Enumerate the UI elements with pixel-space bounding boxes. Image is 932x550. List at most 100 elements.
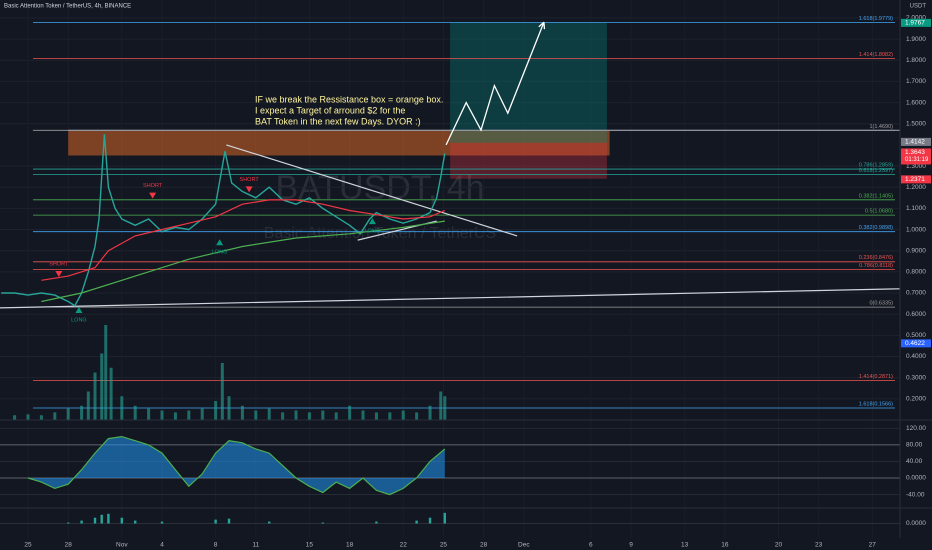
x-tick-label: Nov: [116, 542, 128, 549]
fib-label: 0.618(1.2597): [859, 168, 893, 174]
macd-bar: [120, 517, 124, 524]
y-tick-label: 1.8000: [906, 57, 926, 64]
y-tick-label: 1.0000: [906, 226, 926, 233]
price-tag-label: 1.3643: [905, 149, 925, 156]
price-tag-label: 1.2371: [905, 176, 925, 183]
y-tick-label: 1.2000: [906, 184, 926, 191]
macd-bar: [93, 517, 97, 524]
y-tick-label: 0.6000: [906, 311, 926, 318]
volume-bar: [26, 414, 30, 420]
volume-bar: [361, 410, 365, 420]
signal-marker: [149, 192, 157, 199]
fib-label: 0.786(1.2859): [859, 162, 893, 168]
volume-bar: [86, 391, 90, 420]
y-tick-label: 0.9000: [906, 247, 926, 254]
annotation: I expect a Target of arround $2 for the: [255, 105, 405, 115]
fib-label: 1(1.4690): [869, 124, 893, 130]
osc-tick-label: 40.00: [906, 458, 923, 465]
x-tick-label: 6: [589, 542, 593, 549]
y-tick-label: 0.8000: [906, 269, 926, 276]
volume-bar: [401, 410, 405, 420]
price-tag: [901, 137, 931, 146]
x-tick-label: 18: [346, 542, 354, 549]
fib-label: 1.414(1.8082): [859, 52, 893, 58]
macd-bar: [428, 517, 432, 524]
x-tick-label: 13: [681, 542, 689, 549]
volume-bar: [294, 410, 298, 420]
signal-label: LONG: [365, 229, 381, 235]
volume-bar: [240, 405, 244, 420]
volume-bar: [13, 415, 17, 420]
x-tick-label: 27: [869, 542, 877, 549]
volume-bar: [443, 396, 447, 420]
fib-label: 1.618(0.1566): [859, 401, 893, 407]
ema-line: [41, 199, 446, 281]
x-tick-label: 22: [400, 542, 408, 549]
price-tag-label: 0.4622: [905, 340, 925, 347]
volume-bar: [160, 410, 164, 420]
fib-label: 0.382(1.1405): [859, 193, 893, 199]
macd-bar: [415, 520, 418, 524]
volume-bar: [388, 412, 392, 420]
unit: USDT: [910, 4, 927, 10]
volume-bar: [200, 408, 204, 420]
volume-bar: [281, 412, 285, 420]
volume-bar: [109, 367, 113, 420]
trendline: [0, 288, 901, 309]
macd-bar: [268, 521, 271, 524]
signal-label: SHORT: [143, 183, 163, 189]
x-tick-label: 4: [160, 542, 164, 549]
price-tag: [901, 175, 931, 184]
y-tick-label: 0.4000: [906, 353, 926, 360]
annotation: BAT Token in the next few Days. DYOR :): [255, 116, 421, 126]
volume-bar: [104, 325, 108, 420]
volume-bar: [428, 405, 432, 420]
y-tick-label: 1.9000: [906, 36, 926, 43]
fib-label: 0.236(0.8476): [859, 255, 893, 261]
x-tick-label: 20: [775, 542, 783, 549]
osc-tick-label: 0.0000: [906, 475, 926, 482]
y-tick-label: 0.5000: [906, 332, 926, 339]
macd-bar: [227, 518, 231, 524]
x-tick-label: 23: [815, 542, 823, 549]
price-tag-label: 1.9767: [905, 20, 925, 27]
volume-bar: [120, 396, 124, 420]
x-tick-label: 15: [306, 542, 314, 549]
x-tick-label: 9: [629, 542, 633, 549]
zone: [68, 130, 610, 156]
x-tick-label: Dec: [518, 542, 530, 549]
volume-bar: [187, 410, 191, 420]
volume-bar: [227, 396, 231, 420]
volume-bar: [321, 410, 325, 420]
volume-bar: [53, 412, 57, 420]
volume-bar: [80, 405, 84, 420]
osc-tick-label: 120.00: [906, 425, 926, 432]
volume-bar: [307, 412, 311, 420]
price-tag: [901, 148, 931, 165]
volume-bar: [133, 405, 137, 420]
fib-label: 0.786(0.8118): [859, 263, 893, 269]
fib-label: 0.382(0.9898): [859, 225, 893, 231]
x-tick-label: 28: [480, 542, 488, 549]
macd-bar: [134, 520, 137, 524]
volume-bar: [220, 363, 224, 420]
volume-bar: [439, 391, 443, 420]
fib-label: 0(0.6335): [869, 301, 893, 307]
y-tick-label: 1.7000: [906, 78, 926, 85]
volume-bar: [374, 412, 378, 420]
volume-bar: [147, 408, 151, 420]
macd-bar: [100, 514, 103, 524]
volume-bar: [66, 408, 70, 420]
annotation: IF we break the Ressistance box = orange…: [255, 94, 443, 104]
volume-bar: [93, 372, 97, 420]
x-tick-label: 28: [65, 542, 73, 549]
fib-label: 0.5(1.0680): [865, 209, 893, 215]
arrow-head: [538, 21, 546, 30]
macd-bar: [214, 519, 217, 524]
y-tick-label: 1.6000: [906, 99, 926, 106]
signal-label: LONG: [212, 250, 228, 256]
watermark: BATUSDT, 4h: [275, 169, 484, 207]
y-tick-label: 0.7000: [906, 290, 926, 297]
projection: [445, 21, 545, 146]
